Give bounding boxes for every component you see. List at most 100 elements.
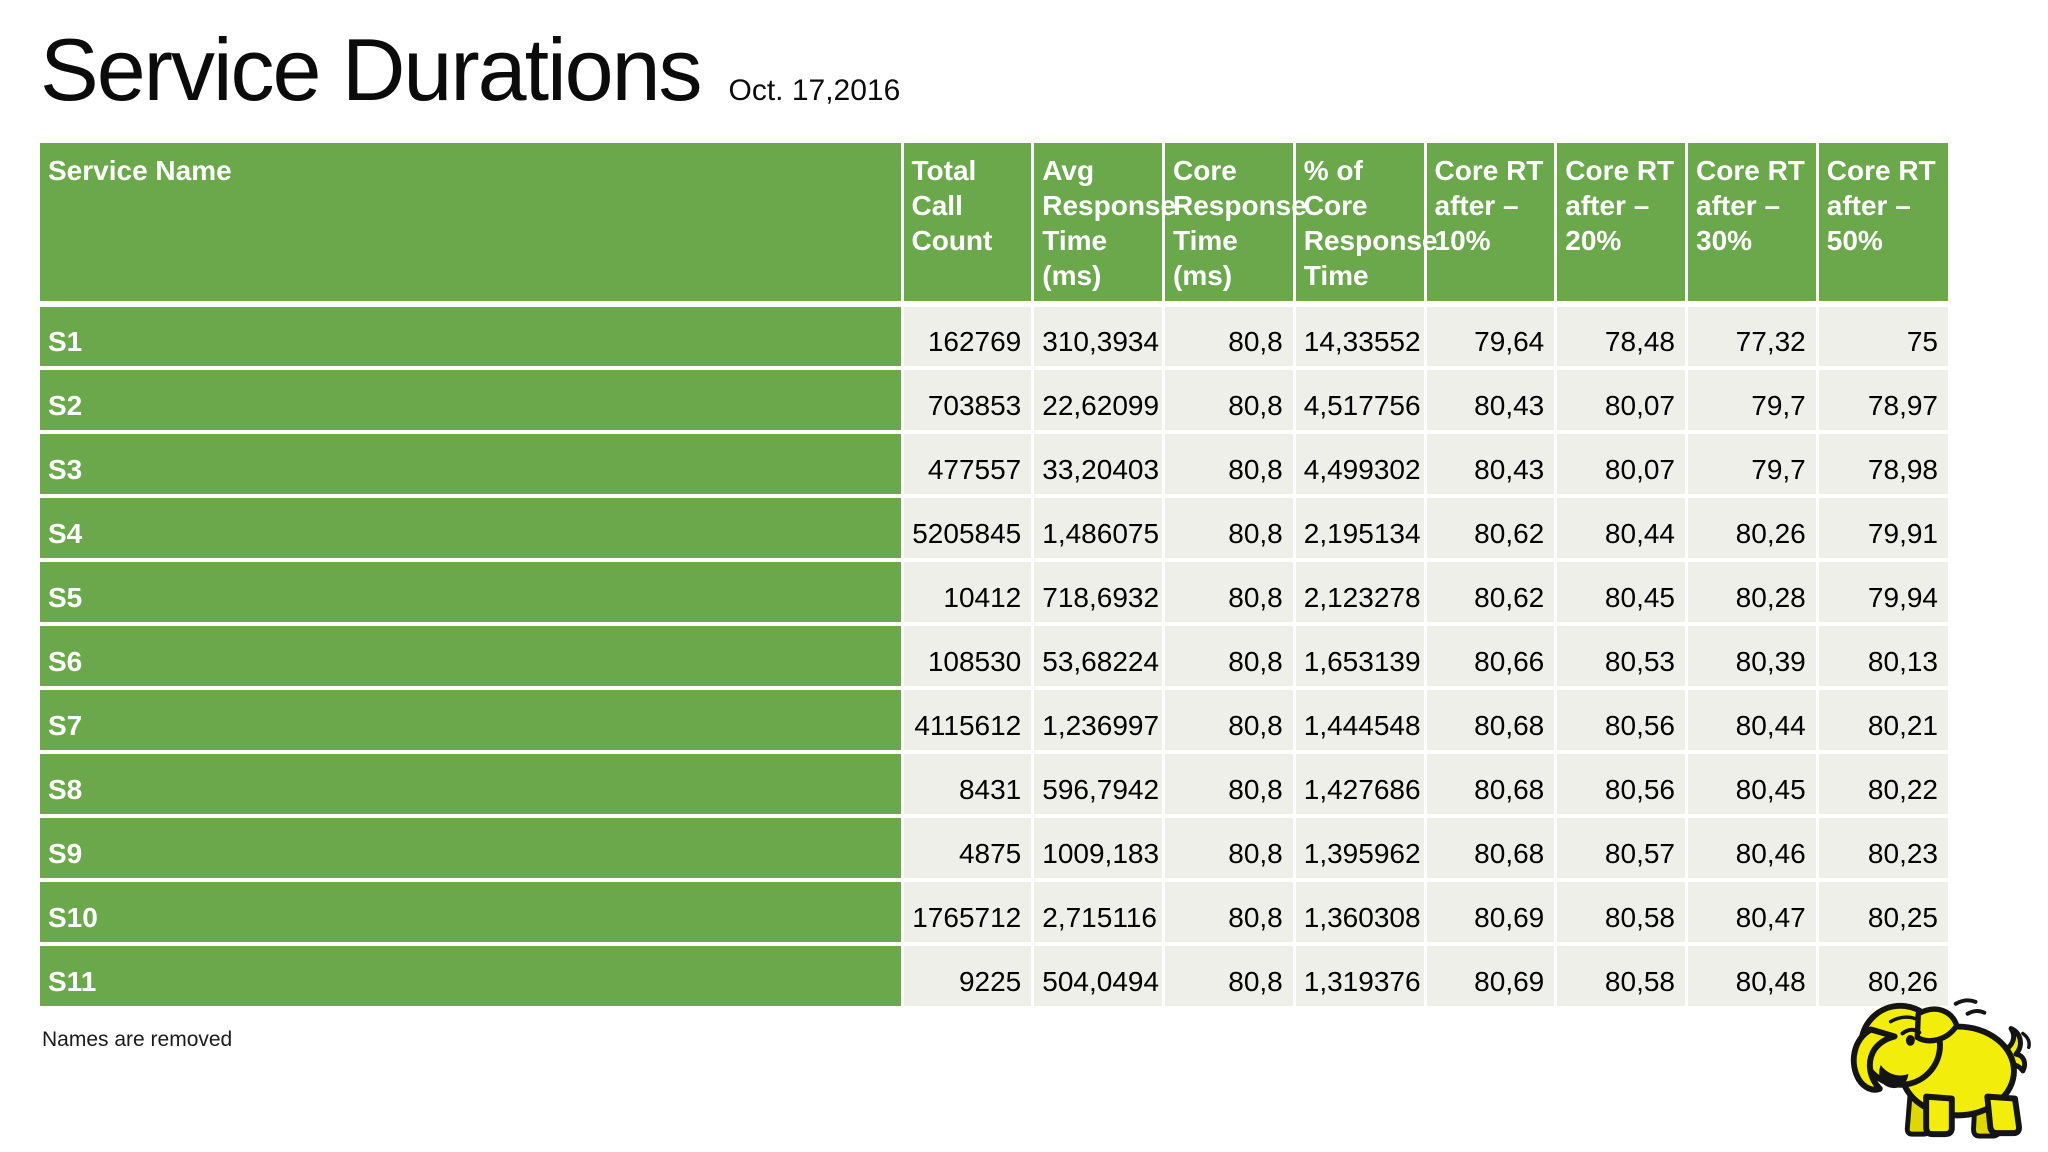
value-cell: 4,499302 — [1294, 432, 1427, 498]
value-cell: 1,427686 — [1294, 752, 1427, 818]
column-header: Core RT after – 10% — [1425, 143, 1558, 307]
value-cell: 80,8 — [1163, 368, 1296, 434]
value-cell: 2,123278 — [1294, 560, 1427, 626]
column-header: Core RT after – 30% — [1686, 143, 1819, 307]
value-cell: 80,21 — [1817, 688, 1948, 754]
footnote: Names are removed — [42, 1028, 233, 1051]
elephant-ear — [1914, 1006, 1960, 1044]
value-cell: 80,13 — [1817, 624, 1948, 690]
value-cell: 80,44 — [1555, 496, 1688, 562]
service-name-cell: S10 — [40, 880, 904, 946]
page-title: Service Durations — [40, 20, 703, 119]
service-name-cell: S2 — [40, 368, 904, 434]
column-header: Core RT after – 20% — [1555, 143, 1688, 307]
elephant-eyebrow — [1900, 1027, 1922, 1036]
value-cell: 80,69 — [1425, 944, 1558, 1010]
value-cell: 477557 — [902, 432, 1035, 498]
value-cell: 80,57 — [1555, 816, 1688, 882]
value-cell: 1,395962 — [1294, 816, 1427, 882]
table-row: S1 162769 310,3934 80,8 14,33552 79,64 78,48 77… — [40, 304, 1948, 370]
motion-line-icon — [2021, 1031, 2031, 1050]
value-cell: 79,94 — [1817, 560, 1948, 626]
value-cell: 80,56 — [1555, 688, 1688, 754]
value-cell: 4,517756 — [1294, 368, 1427, 434]
value-cell: 9225 — [902, 944, 1035, 1010]
value-cell: 80,45 — [1686, 752, 1819, 818]
value-cell: 2,195134 — [1294, 496, 1427, 562]
column-header: Total Call Count — [902, 143, 1035, 307]
value-cell: 80,39 — [1686, 624, 1819, 690]
service-name-cell: S4 — [40, 496, 904, 562]
value-cell: 8431 — [902, 752, 1035, 818]
value-cell: 80,8 — [1163, 624, 1296, 690]
slide-date: Oct. 17,2016 — [728, 74, 901, 107]
value-cell: 79,7 — [1686, 368, 1819, 434]
service-name-cell: S3 — [40, 432, 904, 498]
value-cell: 80,26 — [1686, 496, 1819, 562]
table-row: S5 10412 718,6932 80,8 2,123278 80,62 80,45 80,… — [40, 560, 1948, 626]
service-name-cell: S1 — [40, 304, 904, 370]
value-cell: 596,7942 — [1032, 752, 1165, 818]
column-header: % of Core Response Time — [1294, 143, 1438, 307]
service-name-cell: S6 — [40, 624, 904, 690]
service-name-cell: S7 — [40, 688, 904, 754]
service-name-cell: S11 — [40, 944, 904, 1010]
elephant-head-line — [1888, 1015, 1920, 1024]
value-cell: 80,8 — [1163, 688, 1296, 754]
value-cell: 80,44 — [1686, 688, 1819, 754]
value-cell: 703853 — [902, 368, 1035, 434]
value-cell: 80,25 — [1817, 880, 1948, 946]
value-cell: 80,53 — [1555, 624, 1688, 690]
value-cell: 5205845 — [902, 496, 1035, 562]
table-row: S3 477557 33,20403 80,8 4,499302 80,43 80,07 79… — [40, 432, 1948, 498]
value-cell: 80,46 — [1686, 816, 1819, 882]
service-durations-table: Service Name Total Call Count Avg Response… — [40, 143, 1948, 1010]
value-cell: 4875 — [902, 816, 1035, 882]
motion-line-icon — [1965, 1009, 1987, 1016]
value-cell: 77,32 — [1686, 304, 1819, 370]
service-name-cell: S9 — [40, 816, 904, 882]
value-cell: 80,8 — [1163, 432, 1296, 498]
value-cell: 80,8 — [1163, 496, 1296, 562]
value-cell: 80,48 — [1686, 944, 1819, 1010]
value-cell: 80,8 — [1163, 752, 1296, 818]
value-cell: 80,8 — [1163, 944, 1296, 1010]
value-cell: 80,62 — [1425, 560, 1558, 626]
column-header: Avg Response Time (ms) — [1032, 143, 1176, 307]
hadoop-elephant-logo — [1850, 998, 2031, 1139]
value-cell: 718,6932 — [1032, 560, 1165, 626]
value-cell: 80,43 — [1425, 368, 1558, 434]
value-cell: 78,97 — [1817, 368, 1948, 434]
value-cell: 80,8 — [1163, 304, 1296, 370]
value-cell: 79,91 — [1817, 496, 1948, 562]
value-cell: 80,8 — [1163, 560, 1296, 626]
value-cell: 79,64 — [1425, 304, 1558, 370]
elephant-mouth — [1879, 1065, 1909, 1089]
value-cell: 80,26 — [1817, 944, 1948, 1010]
value-cell: 1,444548 — [1294, 688, 1427, 754]
elephant-eye — [1905, 1034, 1915, 1046]
title-block: Service Durations Oct. 17,2016 — [40, 20, 901, 119]
value-cell: 80,28 — [1686, 560, 1819, 626]
table-row: S9 4875 1009,183 80,8 1,395962 80,68 80,57 80,4… — [40, 816, 1948, 882]
value-cell: 80,45 — [1555, 560, 1688, 626]
value-cell: 80,8 — [1163, 816, 1296, 882]
value-cell: 1765712 — [902, 880, 1035, 946]
value-cell: 10412 — [902, 560, 1035, 626]
value-cell: 80,43 — [1425, 432, 1558, 498]
value-cell: 2,715116 — [1032, 880, 1165, 946]
table-header-row: Service Name Total Call Count Avg Response… — [40, 143, 1948, 307]
value-cell: 80,66 — [1425, 624, 1558, 690]
value-cell: 80,68 — [1425, 688, 1558, 754]
value-cell: 162769 — [902, 304, 1035, 370]
value-cell: 80,07 — [1555, 432, 1688, 498]
value-cell: 80,69 — [1425, 880, 1558, 946]
value-cell: 22,62099 — [1032, 368, 1165, 434]
value-cell: 78,48 — [1555, 304, 1688, 370]
column-header: Core Response Time (ms) — [1163, 143, 1307, 307]
value-cell: 80,07 — [1555, 368, 1688, 434]
table-row: S10 1765712 2,715116 80,8 1,360308 80,69 80,58… — [40, 880, 1948, 946]
table-row: S6 108530 53,68224 80,8 1,653139 80,66 80,53 80… — [40, 624, 1948, 690]
table-row: S11 9225 504,0494 80,8 1,319376 80,69 80,58 80,… — [40, 944, 1948, 1010]
